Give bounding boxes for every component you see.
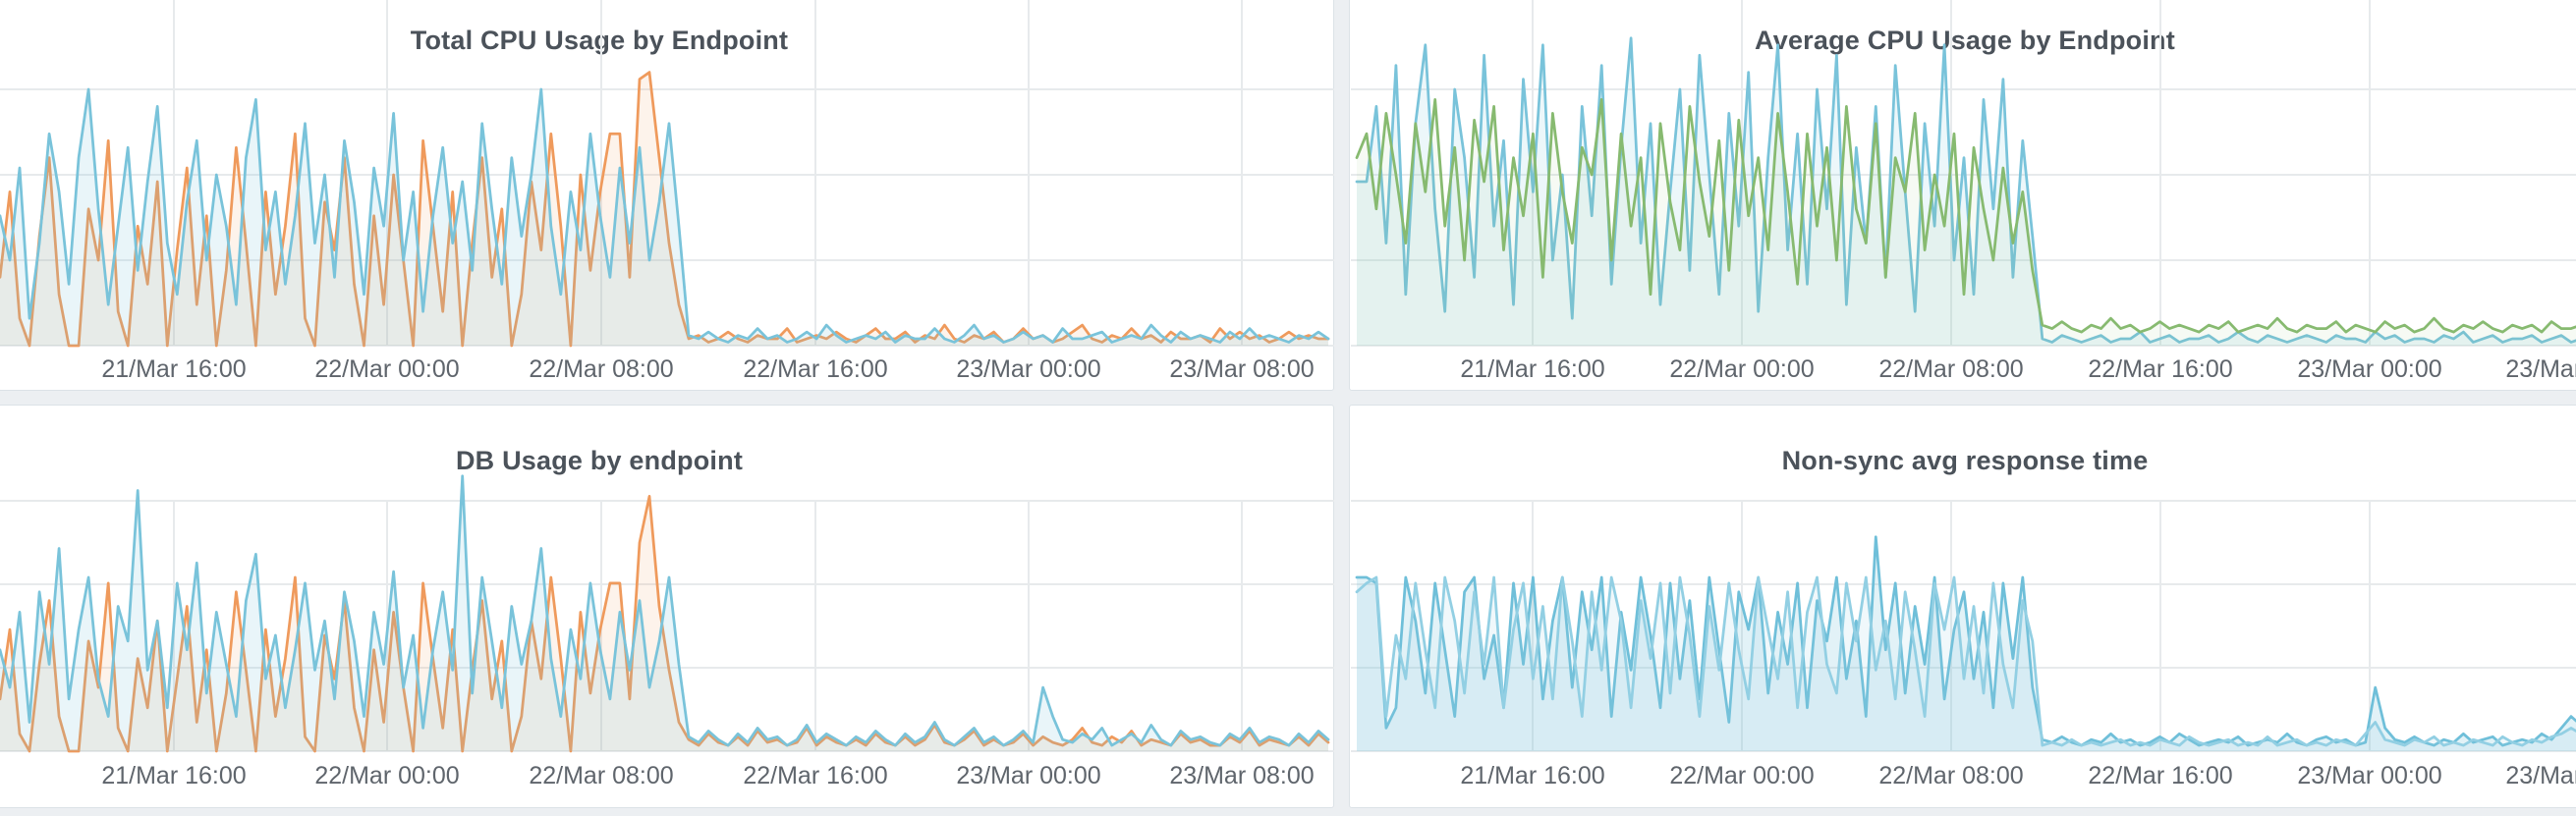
time-series-plot[interactable] <box>1351 0 2576 350</box>
x-axis-tick-label: 22/Mar 00:00 <box>1669 355 1815 383</box>
x-axis-tick-label: 22/Mar 08:00 <box>529 355 674 383</box>
panel-title[interactable]: DB Usage by endpoint <box>455 446 744 476</box>
x-axis-tick-label: 22/Mar 00:00 <box>314 355 460 383</box>
x-axis-tick-label: 23/Mar 16:00 <box>2505 762 2576 789</box>
panel-title[interactable]: Total CPU Usage by Endpoint <box>410 26 789 56</box>
x-axis-tick-label: 23/Mar 00:00 <box>2297 762 2442 789</box>
x-axis-tick-label: 23/Mar 00:00 <box>2297 355 2442 383</box>
x-axis-tick-label: 23/Mar 00:00 <box>956 355 1101 383</box>
x-axis-tick-label: 22/Mar 16:00 <box>2088 762 2233 789</box>
series-line-total-cpu-blue <box>0 87 1330 344</box>
x-axis-tick-label: 22/Mar 16:00 <box>2088 355 2233 383</box>
series-line-avg-cpu-green <box>1355 98 2576 334</box>
panel-db-usage: DB Usage by endpoint 21/Mar 16:00 22/Mar … <box>0 405 1334 808</box>
x-axis-tick-label: 23/Mar 08:00 <box>1169 355 1315 383</box>
series-line-db-usage-blue <box>0 474 1330 747</box>
x-axis-tick-label: 23/Mar 00:00 <box>956 762 1101 789</box>
series-line-response-time-blue-b <box>1355 575 2576 747</box>
panel-average-cpu-usage: Average CPU Usage by Endpoint 21/Mar 16:… <box>1349 0 2576 391</box>
x-axis-tick-label: 21/Mar 16:00 <box>1460 762 1605 789</box>
x-axis: 21/Mar 16:00 22/Mar 00:00 22/Mar 08:00 22/M… <box>0 762 1333 793</box>
x-axis-tick-label: 22/Mar 08:00 <box>1878 355 2024 383</box>
x-axis-tick-label: 22/Mar 00:00 <box>1669 762 1815 789</box>
x-axis: 21/Mar 16:00 22/Mar 00:00 22/Mar 08:00 22/M… <box>1351 762 2576 793</box>
x-axis-tick-label: 22/Mar 00:00 <box>314 762 460 789</box>
x-axis-tick-label: 21/Mar 16:00 <box>1460 355 1605 383</box>
series-area-avg-cpu-green <box>1357 99 2576 346</box>
time-series-plot[interactable] <box>0 460 1334 754</box>
time-series-plot[interactable] <box>1351 460 2576 754</box>
x-axis: 21/Mar 16:00 22/Mar 00:00 22/Mar 08:00 22/M… <box>0 355 1333 387</box>
x-axis-tick-label: 22/Mar 16:00 <box>743 355 888 383</box>
panel-title[interactable]: Average CPU Usage by Endpoint <box>1755 26 2175 56</box>
series-area-total-cpu-blue <box>0 89 1328 346</box>
x-axis-tick-label: 22/Mar 08:00 <box>529 762 674 789</box>
time-series-plot[interactable] <box>0 0 1334 350</box>
series-area-avg-cpu-blue <box>1357 37 2576 346</box>
x-axis: 21/Mar 16:00 22/Mar 00:00 22/Mar 08:00 22/M… <box>1351 355 2576 387</box>
panel-total-cpu-usage: Total CPU Usage by Endpoint 21/Mar 16:00… <box>0 0 1334 391</box>
x-axis-tick-label: 23/Mar 16:00 <box>2505 355 2576 383</box>
x-axis-tick-label: 22/Mar 16:00 <box>743 762 888 789</box>
series-line-db-usage-orange <box>0 495 1330 753</box>
panel-nonsync-avg-response-time: Non-sync avg response time 21/Mar 16:00 2… <box>1349 405 2576 808</box>
panel-title[interactable]: Non-sync avg response time <box>1781 446 2149 476</box>
x-axis-tick-label: 23/Mar 08:00 <box>1169 762 1315 789</box>
x-axis-tick-label: 22/Mar 08:00 <box>1878 762 2024 789</box>
x-axis-tick-label: 21/Mar 16:00 <box>101 762 247 789</box>
x-axis-tick-label: 21/Mar 16:00 <box>101 355 247 383</box>
